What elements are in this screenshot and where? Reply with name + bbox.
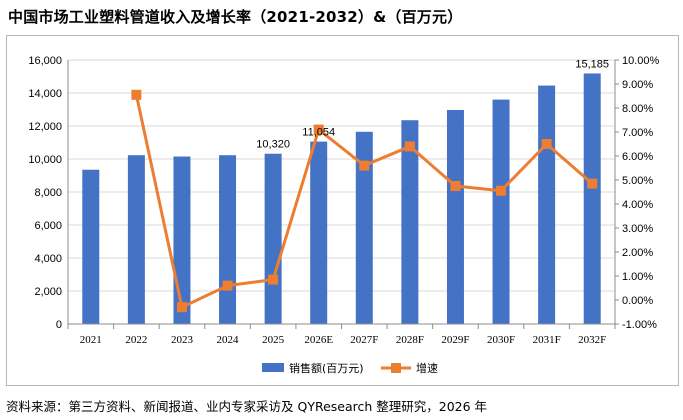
- growth-marker-2023: [176, 302, 187, 313]
- y-axis-left: 0 2,000 4,000 6,000 8,000 10,000 12,000 14,000 1…: [28, 55, 69, 331]
- y-left-tick-label: 12,000: [28, 121, 62, 133]
- y-left-tick-label: 8,000: [34, 187, 62, 199]
- gridlines: [68, 59, 615, 325]
- data-label: 10,320: [256, 139, 290, 151]
- y-right-tick-label: 7.00%: [622, 127, 653, 139]
- data-label: 15,185: [575, 58, 609, 70]
- y-right-tick-label: 10.00%: [622, 55, 660, 67]
- bar-2030F: [492, 99, 510, 324]
- y-right-tick-label: -1.00%: [622, 319, 657, 331]
- growth-marker-2025: [268, 274, 279, 285]
- bar-2021: [82, 169, 100, 324]
- y-right-tick-label: 4.00%: [622, 199, 653, 211]
- bar-2023: [173, 156, 191, 324]
- growth-marker-2031F: [541, 139, 552, 149]
- bar-2029F: [446, 109, 464, 325]
- y-left-tick-label: 16,000: [28, 55, 62, 67]
- chart-frame: [6, 35, 679, 386]
- bar-series: [82, 73, 601, 325]
- y-right-tick-label: 6.00%: [622, 151, 653, 163]
- y-axis-right: -1.00% 0.00% 1.00% 2.00% 3.00% 4.00% 5.00% 6.00…: [614, 55, 660, 331]
- x-tick-label: 2031F: [533, 334, 561, 346]
- x-tick-label: 2029F: [441, 334, 469, 346]
- legend: 销售额(百万元) 增速: [262, 361, 438, 375]
- x-tick-label: 2023: [171, 334, 194, 346]
- data-labels: 10,320 11,054 15,185: [256, 58, 609, 150]
- y-left-tick-label: 4,000: [34, 253, 62, 265]
- bar-2031F: [538, 85, 556, 324]
- legend-marker-growth: [391, 363, 401, 373]
- x-tick-label: 2028F: [396, 334, 424, 346]
- y-right-tick-label: 1.00%: [622, 271, 653, 283]
- bar-2024: [219, 155, 237, 324]
- y-right-tick-label: 9.00%: [622, 79, 653, 91]
- bar-2028F: [401, 120, 419, 324]
- y-right-tick-label: 2.00%: [622, 247, 653, 259]
- growth-marker-2027F: [359, 160, 370, 171]
- bar-2026E: [310, 141, 328, 324]
- source-note: 资料来源：第三方资料、新闻报道、业内专家采访及 QYResearch 整理研究，…: [6, 399, 488, 414]
- growth-marker-2022: [131, 89, 142, 100]
- x-tick-label: 2032F: [578, 334, 606, 346]
- x-tick-label: 2024: [217, 334, 240, 346]
- y-right-tick-label: 3.00%: [622, 223, 653, 235]
- growth-marker-2030F: [496, 185, 507, 196]
- x-tick-label: 2026E: [304, 334, 333, 346]
- x-tick-label: 2027F: [350, 334, 378, 346]
- legend-label-bar: 销售额(百万元): [289, 361, 364, 375]
- growth-marker-2026E: [313, 124, 324, 135]
- growth-marker-2029F: [450, 181, 461, 191]
- y-right-tick-label: 8.00%: [622, 103, 653, 115]
- bar-2032F: [583, 73, 601, 324]
- x-tick-label: 2022: [125, 334, 147, 346]
- x-tick-label: 2021: [80, 334, 102, 346]
- bar-2027F: [355, 131, 373, 324]
- y-left-tick-label: 0: [56, 319, 62, 331]
- bar-2025: [264, 153, 282, 324]
- line-series: [131, 89, 598, 313]
- chart-title: 中国市场工业塑料管道收入及增长率（2021-2032）&（百万元）: [8, 8, 463, 26]
- legend-swatch-bar: [262, 363, 284, 372]
- y-left-tick-label: 2,000: [34, 286, 62, 298]
- y-left-tick-label: 6,000: [34, 220, 62, 232]
- growth-marker-2032F: [587, 178, 598, 189]
- x-axis: 2021 2022 2023 2024 2025 2026E 2027F 2028F 2029F…: [67, 323, 616, 346]
- y-left-tick-label: 14,000: [28, 88, 62, 100]
- y-right-tick-label: 0.00%: [622, 295, 653, 307]
- y-right-tick-label: 5.00%: [622, 175, 653, 187]
- growth-marker-2024: [222, 280, 233, 291]
- y-left-tick-label: 10,000: [28, 154, 62, 166]
- x-tick-label: 2030F: [487, 334, 515, 346]
- legend-label-growth: 增速: [416, 361, 438, 375]
- x-tick-label: 2025: [262, 334, 285, 346]
- data-label: 11,054: [302, 127, 335, 139]
- growth-marker-2028F: [404, 141, 415, 152]
- bar-2022: [127, 155, 145, 324]
